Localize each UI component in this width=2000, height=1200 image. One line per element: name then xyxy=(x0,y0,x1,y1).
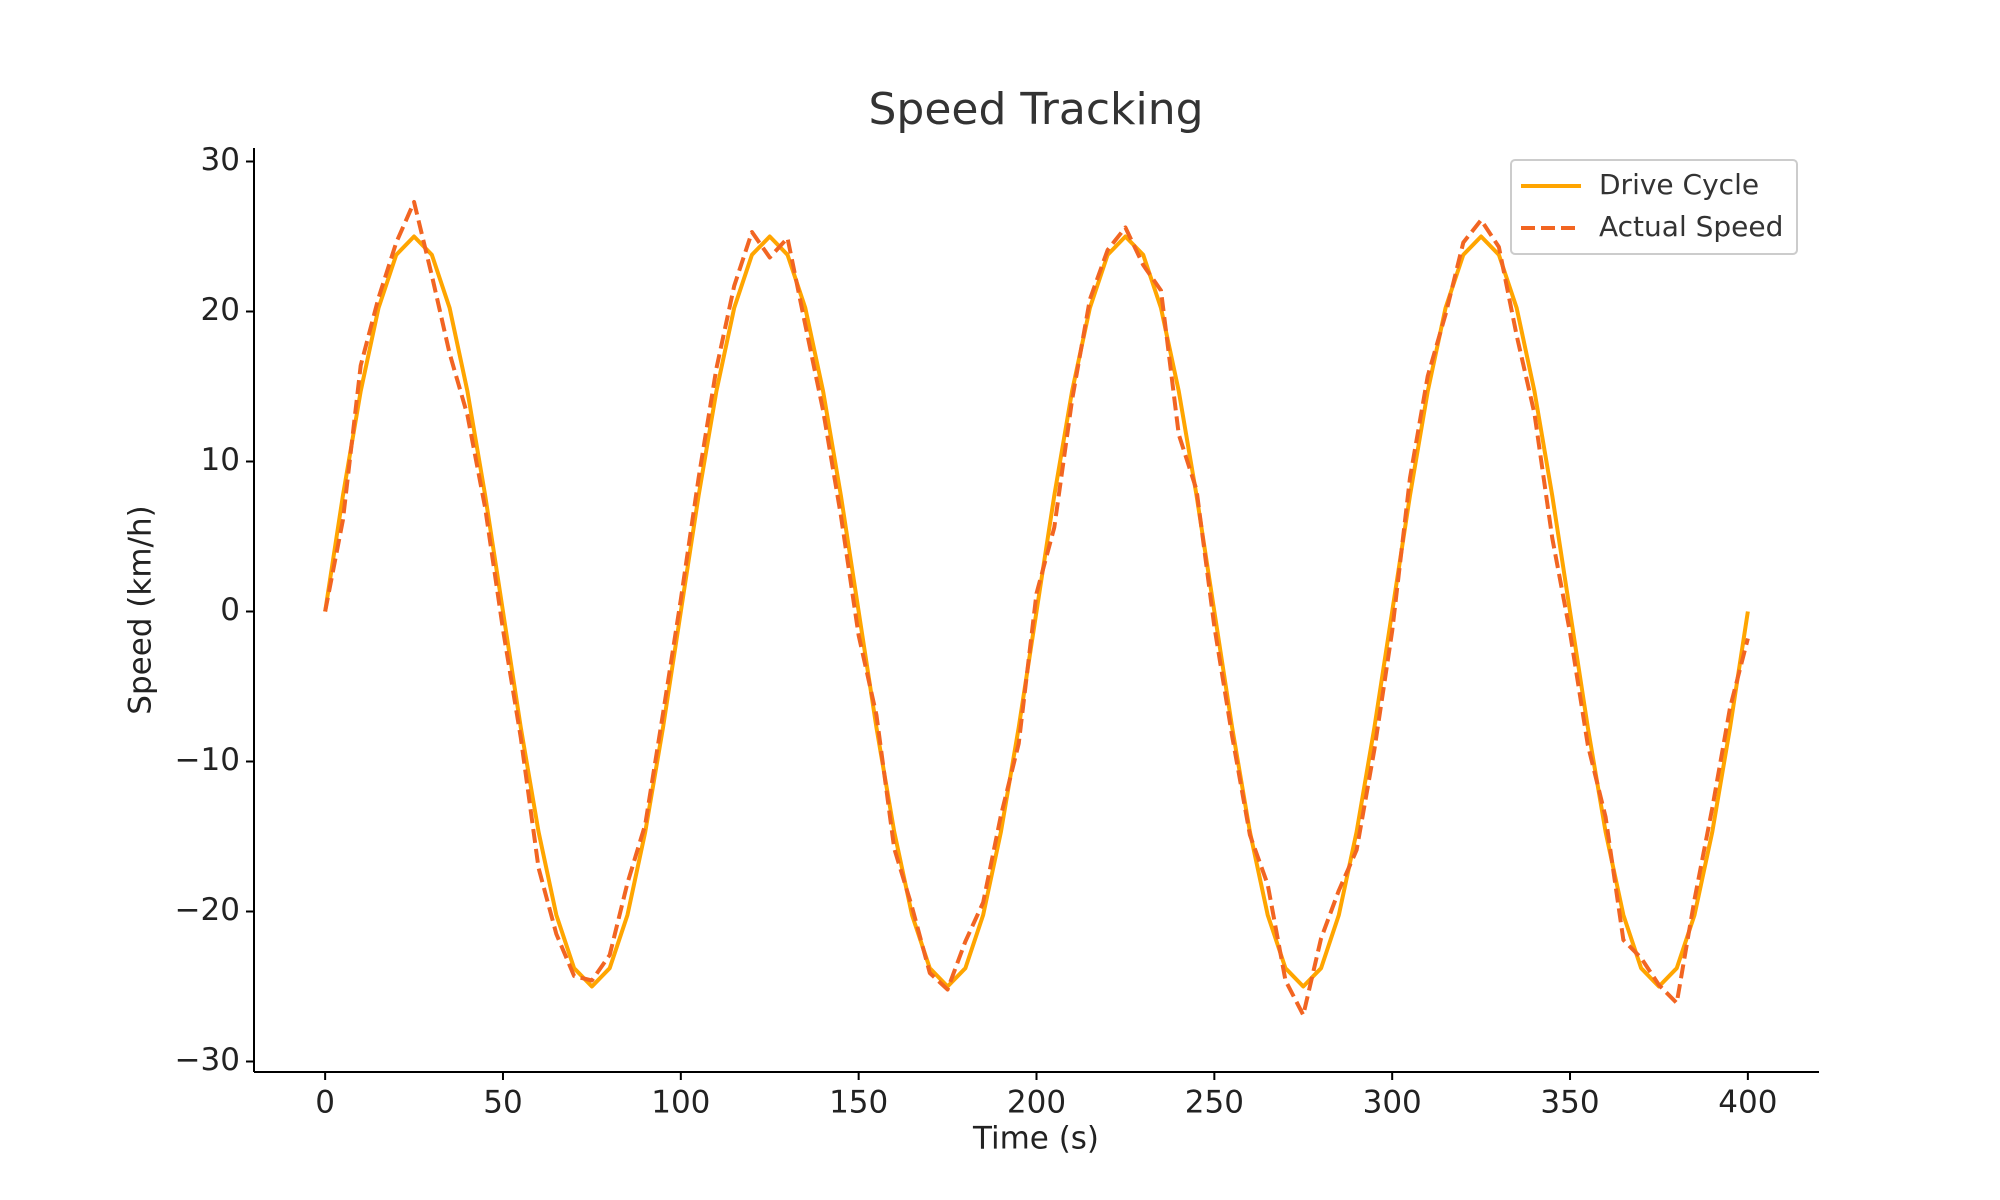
x-tick-label: 0 xyxy=(315,1085,335,1121)
legend-label: Actual Speed xyxy=(1599,210,1783,243)
x-tick-label: 150 xyxy=(829,1085,888,1121)
y-tick-label: −10 xyxy=(175,742,240,778)
y-tick-label: 20 xyxy=(201,292,240,328)
data-line xyxy=(323,200,1750,1017)
x-axis-label: Time (s) xyxy=(972,1121,1099,1157)
y-tick-label: 0 xyxy=(220,592,240,628)
legend-box xyxy=(1510,159,1798,255)
legend-label: Drive Cycle xyxy=(1599,168,1759,201)
y-axis-label: Speed (km/h) xyxy=(123,505,159,714)
x-tick-label: 350 xyxy=(1540,1085,1599,1121)
y-tick-label: 30 xyxy=(201,142,240,178)
x-tick-label: 250 xyxy=(1185,1085,1244,1121)
x-tick-label: 400 xyxy=(1718,1085,1777,1121)
x-tick-label: 200 xyxy=(1007,1085,1066,1121)
y-tick-label: −20 xyxy=(175,892,240,928)
y-tick-label: −30 xyxy=(175,1042,240,1078)
x-tick-label: 50 xyxy=(483,1085,522,1121)
y-tick-label: 10 xyxy=(201,442,240,478)
x-tick-label: 300 xyxy=(1363,1085,1422,1121)
x-tick-label: 100 xyxy=(651,1085,710,1121)
chart-title: Speed Tracking xyxy=(868,84,1203,135)
data-line xyxy=(323,234,1750,989)
